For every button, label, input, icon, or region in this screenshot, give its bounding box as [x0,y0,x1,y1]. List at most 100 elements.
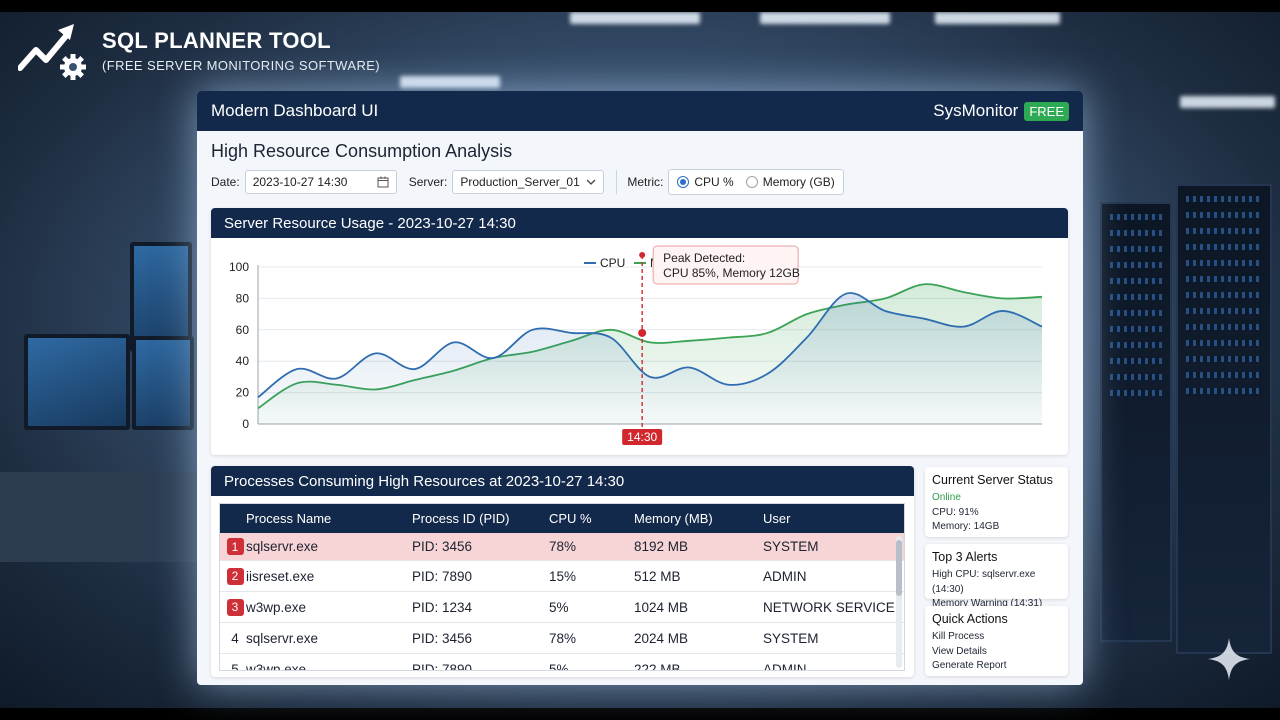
rank-badge: 1 [226,538,244,555]
column-header[interactable]: Memory (MB) [634,511,713,526]
cell-user: ADMIN [763,568,807,584]
y-tick-label: 80 [236,291,250,305]
table-row[interactable]: 4 sqlservr.exe PID: 3456 78% 2024 MB SYS… [220,623,904,654]
alert-item[interactable]: Memory Warning (14:31) [932,598,1043,609]
rank-badge: 2 [226,567,244,585]
alerts-title: Top 3 Alerts [932,550,998,564]
window-title: Modern Dashboard UI [211,101,379,120]
server-cpu-value: CPU: 91% [932,506,979,518]
app-name-label: SysMonitor [933,101,1019,120]
processes-card-title: Processes Consuming High Resources at 20… [211,466,914,496]
table-row[interactable]: 3 w3wp.exe PID: 1234 5% 1024 MB NETWORK … [220,592,904,623]
cell-cpu: 5% [549,661,569,671]
peak-tooltip-title: Peak Detected: [663,251,745,265]
cell-process-name: sqlservr.exe [246,630,319,646]
table-row[interactable]: 1 sqlservr.exe PID: 3456 78% 8192 MB SYS… [220,533,904,561]
sparkle-icon [1208,638,1250,680]
radio-selected-icon[interactable] [677,176,690,188]
processes-table: Process Name Process ID (PID) CPU % Memo… [219,503,905,671]
cell-pid: PID: 1234 [412,599,473,615]
quick-actions-title: Quick Actions [932,612,1008,626]
y-tick-label: 100 [229,260,249,274]
table-row[interactable]: 2 iisreset.exe PID: 7890 15% 512 MB ADMI… [220,561,904,592]
cell-memory: 222 MB [634,661,681,671]
processes-card: Processes Consuming High Resources at 20… [211,466,914,677]
peak-tooltip [652,245,799,285]
column-header[interactable]: CPU % [549,511,592,526]
dashboard-window: Modern Dashboard UI SysMonitor FREE High… [197,91,1083,685]
row-index: 5 [231,661,239,671]
letterbox-bottom [0,708,1280,720]
metric-option-cpu[interactable]: CPU % [677,175,734,189]
quick-actions-panel: Quick Actions Kill Process View Details … [925,606,1068,676]
server-online-status: Online [932,492,961,503]
scrollbar-thumb[interactable] [896,540,902,596]
cell-cpu: 15% [549,568,577,584]
divider [616,170,618,194]
table-scrollbar[interactable] [896,536,902,668]
window-header: Modern Dashboard UI SysMonitor FREE [197,91,1083,131]
radio-unselected-icon[interactable] [745,176,758,188]
cpu-series-area [258,292,1042,424]
cell-pid: PID: 3456 [412,630,473,646]
view-details-action[interactable]: View Details [932,645,987,657]
table-row[interactable]: 5 w3wp.exe PID: 7890 5% 222 MB ADMIN [220,654,904,671]
page-title: High Resource Consumption Analysis [211,141,513,161]
peak-time-label: 14:30 [627,430,657,444]
date-picker[interactable]: 2023-10-27 14:30 [244,170,397,194]
y-tick-label: 20 [236,386,250,400]
cell-process-name: w3wp.exe [246,599,307,615]
kill-process-action[interactable]: Kill Process [932,631,985,642]
date-label: Date: [211,175,240,189]
brand-title: SQL PLANNER TOOL [102,27,331,53]
cell-process-name: sqlservr.exe [246,539,319,554]
cell-user: SYSTEM [763,630,819,646]
letterbox-top [0,0,1280,12]
cell-pid: PID: 3456 [412,539,473,554]
peak-tooltip-detail: CPU 85%, Memory 12GB [663,266,800,280]
cell-user: ADMIN [763,661,807,671]
rank-badge: 3 [226,598,244,616]
date-value: 2023-10-27 14:30 [252,175,348,189]
row-index: 4 [231,630,239,646]
calendar-icon[interactable] [377,176,389,188]
metric-label: Metric: [627,175,664,189]
alert-item[interactable]: High CPU: sqlservr.exe (14:30) [932,569,1036,595]
cell-pid: PID: 7890 [412,568,473,584]
metric-option-memory[interactable]: Memory (GB) [745,175,835,189]
brand-subtitle: (FREE SERVER MONITORING SOFTWARE) [102,57,381,73]
row-index: 2 [224,567,246,585]
generate-report-action[interactable]: Generate Report [932,660,1007,671]
server-value: Production_Server_01 [460,175,580,189]
row-index: 3 [224,598,246,616]
row-index: 1 [224,538,246,555]
free-badge: FREE [1024,101,1069,121]
server-status-panel: Current Server Status Online CPU: 91% Me… [925,467,1068,537]
metric-option-label: Memory (GB) [762,175,835,189]
app-name: SysMonitor FREE [933,101,1069,121]
table-header-row: Process Name Process ID (PID) CPU % Memo… [220,504,904,533]
column-header[interactable]: Process Name [246,511,332,526]
column-header[interactable]: Process ID (PID) [412,511,510,526]
alerts-panel: Top 3 Alerts High CPU: sqlservr.exe (14:… [925,544,1068,609]
chart-card-title: Server Resource Usage - 2023-10-27 14:30 [211,208,1068,238]
cell-cpu: 78% [549,539,577,554]
cell-user: NETWORK SERVICE [763,599,895,615]
filter-bar: Date: 2023-10-27 14:30 Server: Productio… [211,169,844,195]
chevron-down-icon [586,179,596,185]
cell-cpu: 78% [549,630,577,646]
cell-cpu: 5% [549,599,569,615]
cell-pid: PID: 7890 [412,661,473,671]
y-tick-label: 40 [236,354,250,368]
column-header[interactable]: User [763,511,791,526]
peak-point[interactable] [638,328,647,337]
server-memory-value: Memory: 14GB [932,521,1000,532]
growth-gear-logo-icon [18,24,86,80]
server-select[interactable]: Production_Server_01 [452,170,605,194]
peak-time-badge [622,429,663,445]
cell-memory: 2024 MB [634,630,689,646]
y-tick-label: 0 [242,417,249,431]
server-label: Server: [408,175,448,189]
cell-memory: 512 MB [634,568,681,584]
